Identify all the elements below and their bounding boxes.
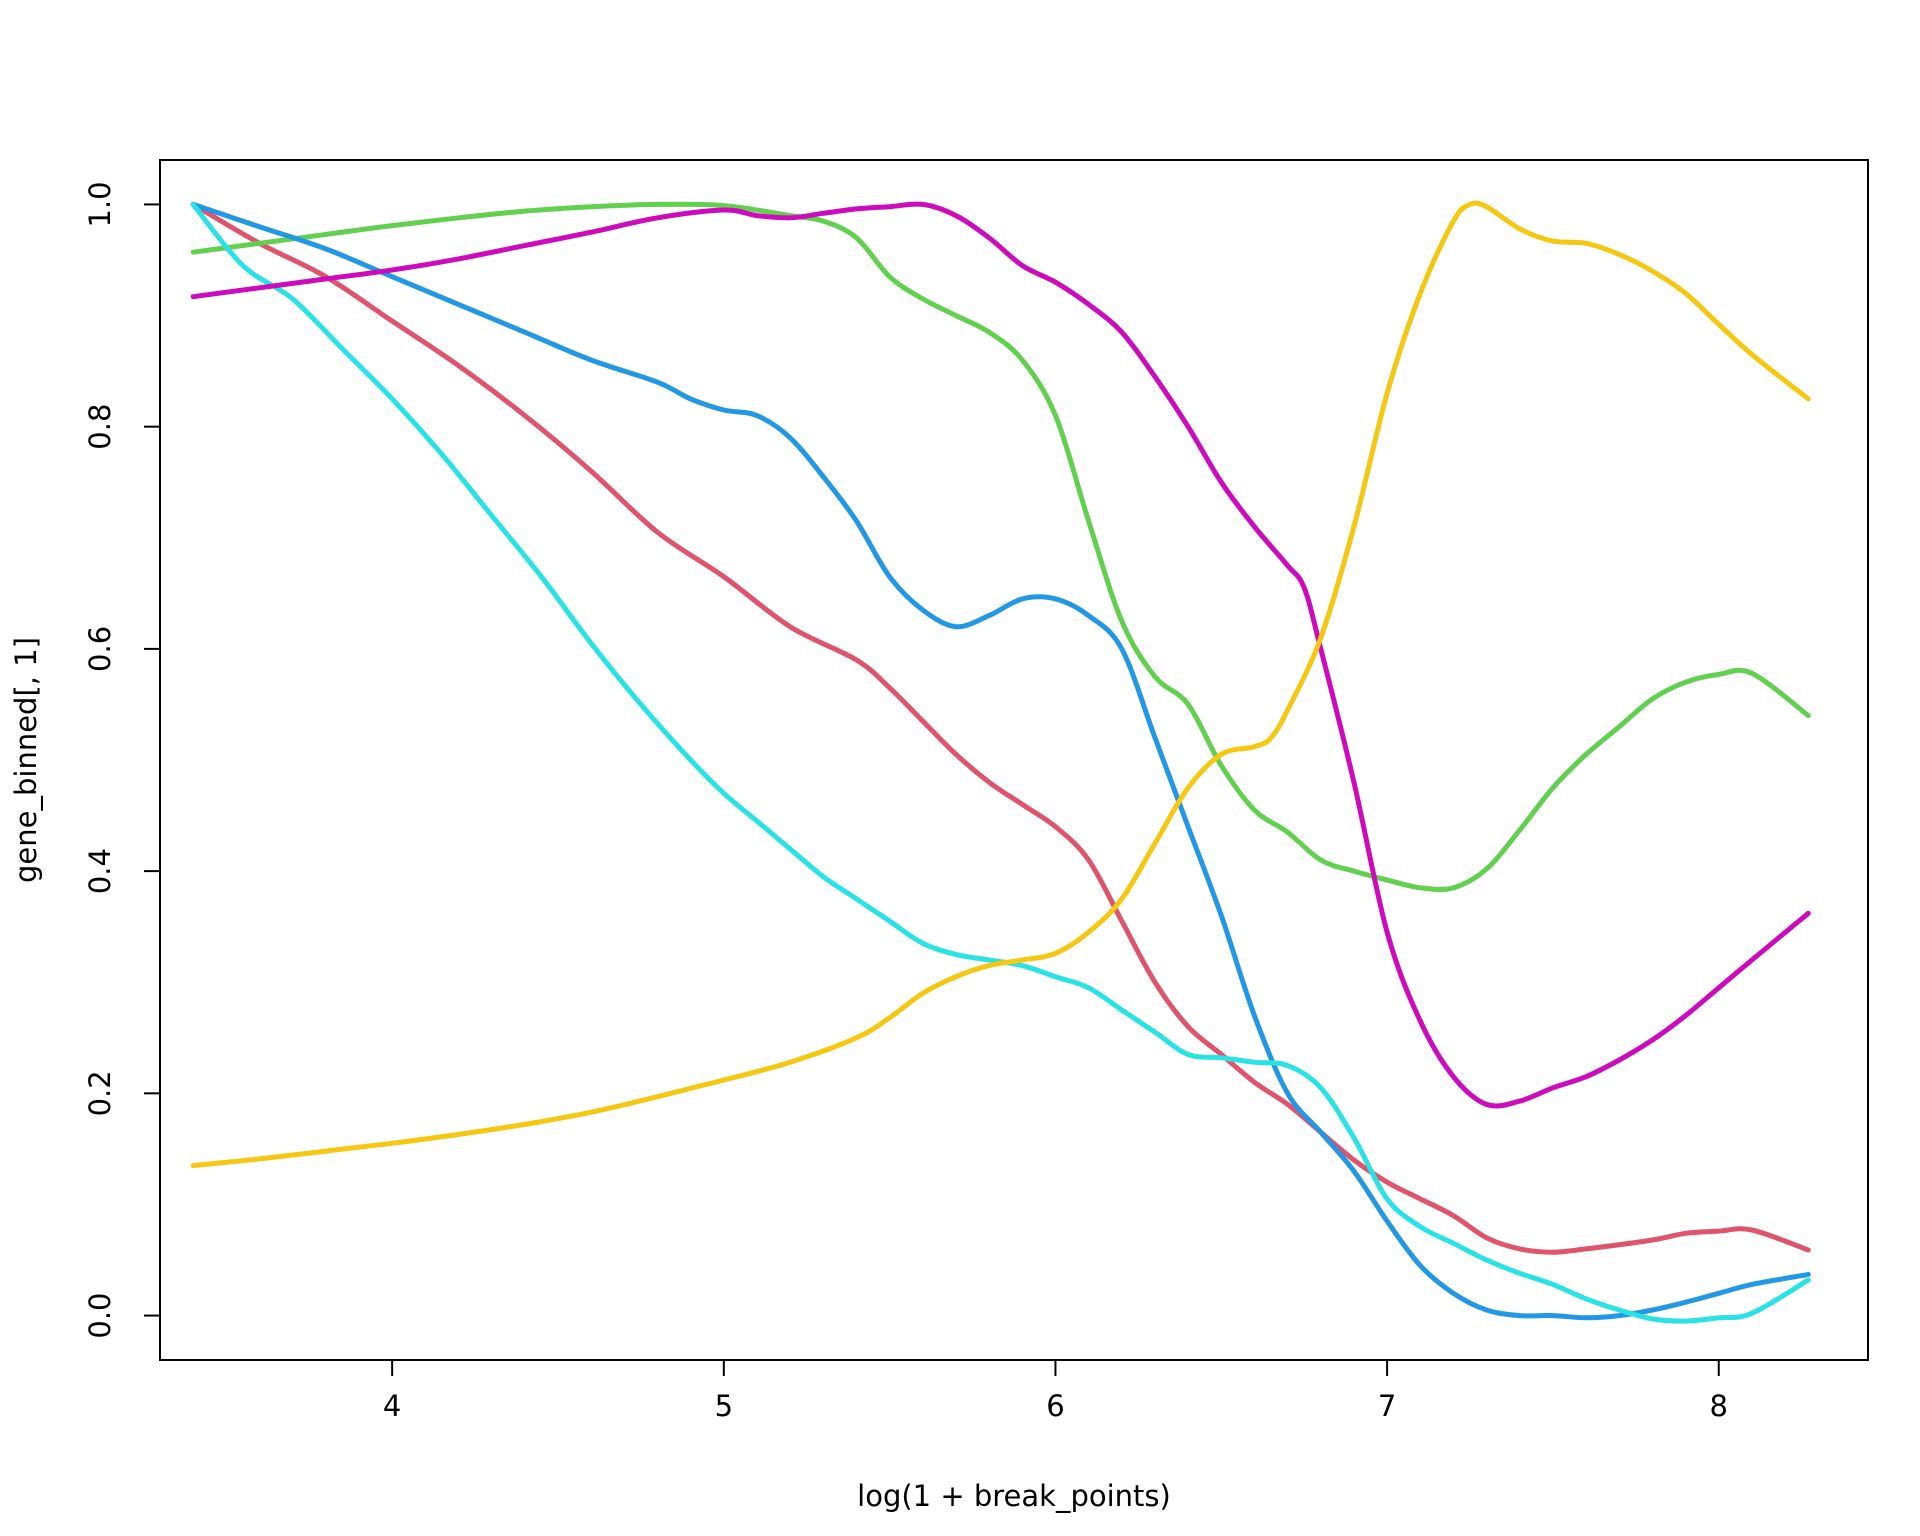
y-axis: 0.0 0.2 0.4 0.6 0.8 1.0 bbox=[83, 181, 161, 1339]
y-tick-label: 0.0 bbox=[83, 1292, 117, 1338]
x-tick-label: 8 bbox=[1710, 1389, 1728, 1423]
series-line-5 bbox=[190, 201, 1811, 1109]
y-tick-label: 0.8 bbox=[83, 404, 117, 450]
y-tick-label: 0.2 bbox=[83, 1070, 117, 1116]
x-axis: 4 5 6 7 8 bbox=[383, 1359, 1728, 1423]
y-tick-label: 0.6 bbox=[83, 626, 117, 672]
y-tick-label: 1.0 bbox=[83, 181, 117, 227]
y-tick-label: 0.4 bbox=[83, 848, 117, 894]
x-tick-label: 6 bbox=[1046, 1389, 1064, 1423]
plot-frame bbox=[159, 159, 1869, 1361]
series-line-2 bbox=[190, 201, 1811, 893]
series-line-4 bbox=[190, 201, 1811, 1324]
series-line-6 bbox=[190, 200, 1811, 1169]
x-tick-label: 7 bbox=[1378, 1389, 1396, 1423]
series-group bbox=[190, 200, 1811, 1324]
x-tick-label: 5 bbox=[715, 1389, 733, 1423]
y-axis-label: gene_binned[, 1] bbox=[9, 637, 43, 883]
series-line-1 bbox=[190, 201, 1811, 1255]
series-line-3 bbox=[190, 201, 1811, 1321]
x-tick-label: 4 bbox=[383, 1389, 401, 1423]
x-axis-label: log(1 + break_points) bbox=[857, 1479, 1171, 1513]
